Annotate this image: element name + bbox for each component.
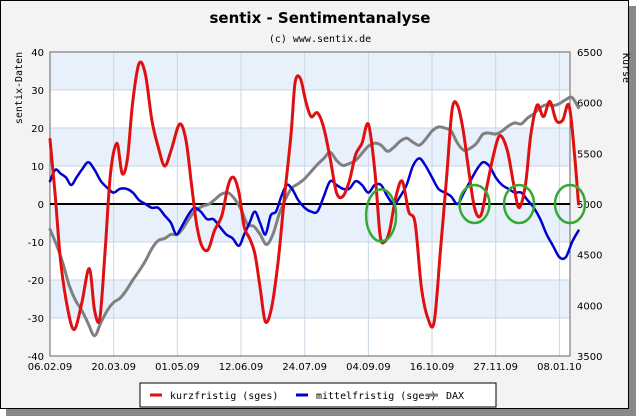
series-line-mittelfristig bbox=[48, 157, 580, 261]
x-tick-label: 01.05.09 bbox=[155, 362, 200, 373]
left-tick-label: -20 bbox=[28, 276, 44, 287]
y-axis-label-left: sentix-Daten bbox=[14, 52, 25, 124]
frame-shadow-right bbox=[629, 6, 636, 416]
left-tick-label: 0 bbox=[38, 200, 44, 211]
right-tick-label: 4000 bbox=[577, 301, 602, 312]
left-tick-label: 30 bbox=[31, 86, 44, 97]
left-tick-label: 20 bbox=[31, 124, 44, 135]
legend: kurzfristig (sges) mittelfristig (sges) DA… bbox=[139, 382, 497, 408]
legend-label: mittelfristig (sges) bbox=[316, 391, 436, 402]
annotation-circle bbox=[364, 188, 398, 243]
left-tick-label: 10 bbox=[31, 162, 44, 173]
plot-band bbox=[50, 52, 570, 90]
plot-band bbox=[50, 204, 570, 242]
x-tick-labels: 06.02.09 20.03.09 01.05.09 12.06.09 24.07.09… bbox=[28, 362, 582, 373]
left-tick-label: -10 bbox=[28, 238, 44, 249]
x-tick-label: 08.01.10 bbox=[537, 362, 582, 373]
annotation-circle bbox=[458, 183, 491, 225]
annotation-circle bbox=[502, 183, 536, 225]
series-lines bbox=[48, 60, 580, 338]
right-tick-label: 6000 bbox=[577, 99, 602, 110]
x-tick-label: 16.10.09 bbox=[410, 362, 455, 373]
left-tick-labels: 40 30 20 10 0 -10 -20 -30 -40 bbox=[28, 48, 44, 363]
plot-band bbox=[50, 280, 570, 318]
right-tick-labels: 6500 6000 5500 5000 4500 4000 3500 bbox=[577, 48, 602, 363]
x-tick-label: 27.11.09 bbox=[473, 362, 518, 373]
gridlines bbox=[49, 51, 571, 357]
x-tick-label: 12.06.09 bbox=[219, 362, 264, 373]
y-axis-label-right: Kurse bbox=[620, 53, 631, 83]
annotation-circles bbox=[364, 183, 587, 243]
legend-label: DAX bbox=[446, 391, 464, 402]
right-tick-label: 4500 bbox=[577, 251, 602, 262]
x-tick-label: 20.03.09 bbox=[91, 362, 136, 373]
chart-title: sentix - Sentimentanalyse bbox=[209, 9, 430, 27]
right-tick-label: 5500 bbox=[577, 149, 602, 160]
chart-subtitle: (c) www.sentix.de bbox=[269, 34, 371, 45]
right-tick-label: 3500 bbox=[577, 352, 602, 363]
annotation-circle bbox=[553, 183, 587, 225]
left-tick-label: -40 bbox=[28, 352, 44, 363]
x-tick-label: 04.09.09 bbox=[346, 362, 391, 373]
series-line-kurzfristig bbox=[48, 60, 580, 331]
right-tick-label: 5000 bbox=[577, 200, 602, 211]
x-tick-label: 24.07.09 bbox=[282, 362, 327, 373]
right-tick-label: 6500 bbox=[577, 48, 602, 59]
left-tick-label: -30 bbox=[28, 314, 44, 325]
series-line-dax bbox=[48, 95, 580, 338]
legend-label: kurzfristig (sges) bbox=[170, 391, 278, 402]
x-tick-label: 06.02.09 bbox=[28, 362, 73, 373]
left-tick-label: 40 bbox=[31, 48, 44, 59]
frame-shadow-bottom bbox=[6, 409, 636, 416]
